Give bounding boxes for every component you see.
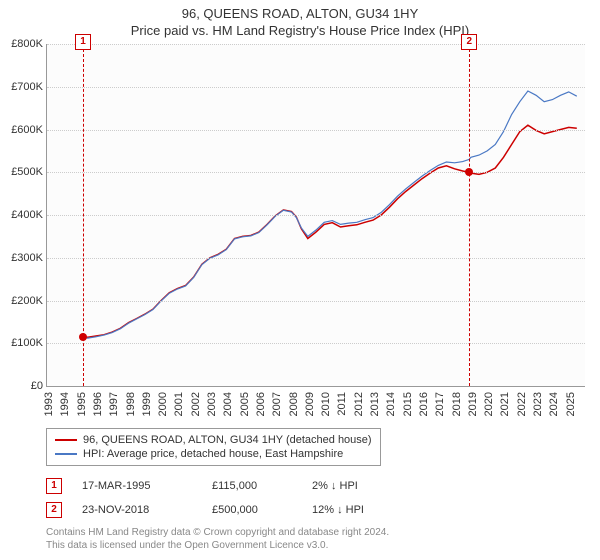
x-axis-label: 2003 xyxy=(206,392,218,416)
y-axis-label: £500K xyxy=(11,166,43,178)
y-axis-label: £400K xyxy=(11,209,43,221)
legend-item: 96, QUEENS ROAD, ALTON, GU34 1HY (detach… xyxy=(55,433,372,447)
table-row: 1 17-MAR-1995 £115,000 2% ↓ HPI xyxy=(46,474,412,498)
x-axis-label: 2006 xyxy=(255,392,267,416)
gridline xyxy=(47,87,585,88)
x-axis-label: 2000 xyxy=(157,392,169,416)
x-axis-label: 2021 xyxy=(499,392,511,416)
x-axis-label: 2009 xyxy=(304,392,316,416)
transaction-marker-icon: 2 xyxy=(46,502,62,518)
x-axis-label: 2001 xyxy=(173,392,185,416)
x-axis-label: 1995 xyxy=(76,392,88,416)
x-axis-label: 2005 xyxy=(239,392,251,416)
chart-plot-area: £0£100K£200K£300K£400K£500K£600K£700K£80… xyxy=(46,44,585,387)
down-arrow-icon: ↓ xyxy=(331,480,337,492)
x-axis-label: 1998 xyxy=(125,392,137,416)
x-axis-label: 2018 xyxy=(451,392,463,416)
x-axis-label: 2022 xyxy=(516,392,528,416)
table-row: 2 23-NOV-2018 £500,000 12% ↓ HPI xyxy=(46,498,412,522)
y-axis-label: £800K xyxy=(11,38,43,50)
y-axis-label: £0 xyxy=(31,380,43,392)
transactions-table: 1 17-MAR-1995 £115,000 2% ↓ HPI 2 23-NOV… xyxy=(46,474,412,522)
x-axis-label: 1996 xyxy=(92,392,104,416)
x-axis-label: 1999 xyxy=(141,392,153,416)
x-axis-label: 2007 xyxy=(271,392,283,416)
x-axis-label: 2024 xyxy=(548,392,560,416)
gridline xyxy=(47,215,585,216)
x-axis-label: 2019 xyxy=(467,392,479,416)
gridline xyxy=(47,301,585,302)
transaction-date: 23-NOV-2018 xyxy=(82,504,192,516)
x-axis-label: 2012 xyxy=(353,392,365,416)
chart-container: 96, QUEENS ROAD, ALTON, GU34 1HY Price p… xyxy=(0,0,600,560)
legend-swatch xyxy=(55,439,77,441)
y-axis-label: £100K xyxy=(11,337,43,349)
transaction-hpi-diff: 2% ↓ HPI xyxy=(312,480,412,492)
event-point-icon xyxy=(79,333,87,341)
x-axis-label: 2010 xyxy=(320,392,332,416)
x-axis-label: 2025 xyxy=(565,392,577,416)
y-axis-label: £600K xyxy=(11,124,43,136)
x-axis-label: 2004 xyxy=(222,392,234,416)
x-axis-label: 2017 xyxy=(434,392,446,416)
event-marker-icon: 1 xyxy=(75,34,91,50)
legend-item: HPI: Average price, detached house, East… xyxy=(55,447,372,461)
event-point-icon xyxy=(465,168,473,176)
x-axis-label: 2020 xyxy=(483,392,495,416)
x-axis-label: 2002 xyxy=(190,392,202,416)
gridline xyxy=(47,130,585,131)
footer-line: This data is licensed under the Open Gov… xyxy=(46,539,389,552)
transaction-price: £115,000 xyxy=(212,480,292,492)
chart-legend: 96, QUEENS ROAD, ALTON, GU34 1HY (detach… xyxy=(46,428,381,466)
gridline xyxy=(47,172,585,173)
transaction-hpi-diff: 12% ↓ HPI xyxy=(312,504,412,516)
x-axis-label: 2015 xyxy=(402,392,414,416)
x-axis-label: 2014 xyxy=(385,392,397,416)
page-title: 96, QUEENS ROAD, ALTON, GU34 1HY xyxy=(0,0,600,21)
legend-label: HPI: Average price, detached house, East… xyxy=(83,448,343,460)
legend-swatch xyxy=(55,453,77,455)
x-axis-label: 2016 xyxy=(418,392,430,416)
transaction-price: £500,000 xyxy=(212,504,292,516)
event-marker-icon: 2 xyxy=(461,34,477,50)
x-axis-label: 1994 xyxy=(59,392,71,416)
gridline xyxy=(47,343,585,344)
x-axis-label: 2008 xyxy=(288,392,300,416)
x-axis-label: 1997 xyxy=(108,392,120,416)
legend-label: 96, QUEENS ROAD, ALTON, GU34 1HY (detach… xyxy=(83,434,372,446)
gridline xyxy=(47,258,585,259)
transaction-marker-icon: 1 xyxy=(46,478,62,494)
x-axis-label: 2023 xyxy=(532,392,544,416)
x-axis-label: 2013 xyxy=(369,392,381,416)
gridline xyxy=(47,44,585,45)
x-axis-label: 1993 xyxy=(43,392,55,416)
down-arrow-icon: ↓ xyxy=(337,504,343,516)
x-axis-label: 2011 xyxy=(336,392,348,416)
y-axis-label: £300K xyxy=(11,252,43,264)
y-axis-label: £200K xyxy=(11,295,43,307)
y-axis-label: £700K xyxy=(11,81,43,93)
transaction-date: 17-MAR-1995 xyxy=(82,480,192,492)
event-vline xyxy=(469,44,470,386)
footer-attribution: Contains HM Land Registry data © Crown c… xyxy=(46,526,389,552)
footer-line: Contains HM Land Registry data © Crown c… xyxy=(46,526,389,539)
